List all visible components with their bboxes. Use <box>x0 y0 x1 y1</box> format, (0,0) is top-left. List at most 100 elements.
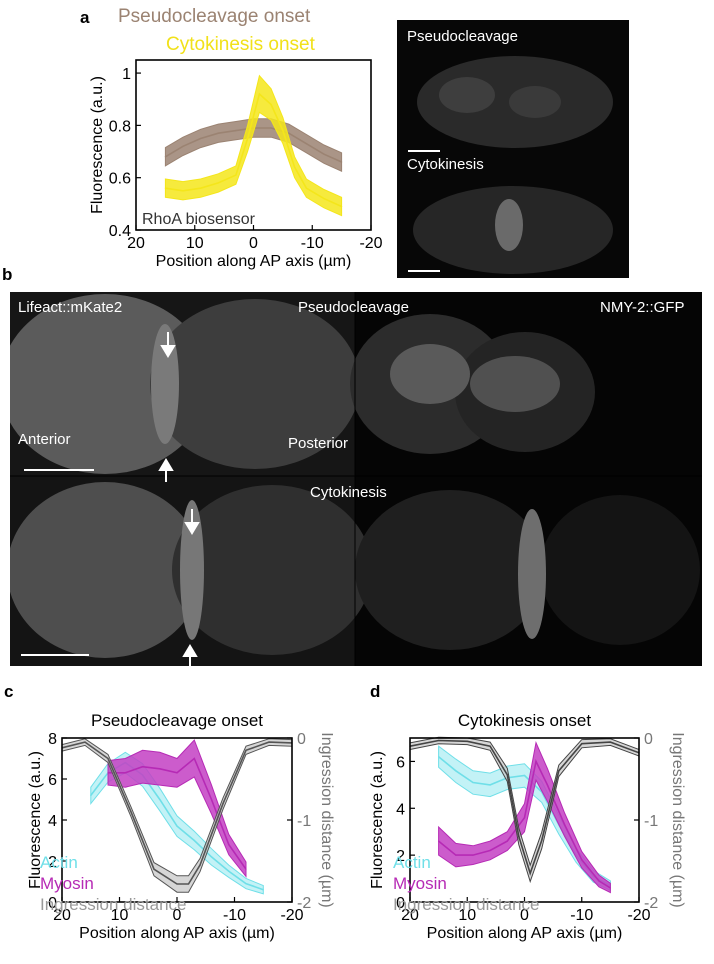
data-point <box>472 854 474 856</box>
data-point <box>305 143 307 145</box>
data-point <box>228 870 230 872</box>
data-point <box>217 132 219 134</box>
x-tick-label: 20 <box>127 235 145 252</box>
y-axis-label: Fluorescence (a.u.) <box>89 76 106 214</box>
anterior-label: Anterior <box>18 431 71 448</box>
x-tick-label: 20 <box>401 907 419 924</box>
series-band-pseudocleavage-onset <box>164 118 343 172</box>
data-point <box>124 772 126 774</box>
data-point <box>598 880 600 882</box>
data-point <box>210 856 213 858</box>
data-point <box>563 824 566 826</box>
lifeact-label: Lifeact::mKate2 <box>18 299 123 316</box>
data-point <box>581 859 583 861</box>
data-point <box>341 161 343 163</box>
data-point <box>187 883 190 885</box>
data-point <box>235 174 237 176</box>
micrograph-b-image <box>10 292 702 666</box>
y-axis-label: Fluorescence (a.u.) <box>27 751 44 889</box>
chart-c: 20 10 0 -10 -20 0 2 4 6 8 0 -1 -2 Position along AP a… <box>27 711 335 942</box>
data-point <box>176 825 178 827</box>
y-tick-label: 6 <box>48 772 57 789</box>
arrow-up-icon <box>182 644 198 666</box>
micrograph-a: Pseudocleavage Cytokinesis <box>397 20 629 278</box>
data-point <box>541 839 543 842</box>
data-point <box>200 137 202 140</box>
data-point <box>546 784 548 786</box>
chart-title: Cytokinesis onset <box>458 711 592 730</box>
chart-a: 20 10 0 -10 -20 0.4 0.6 0.8 1 Position along AP a… <box>89 59 383 270</box>
x-tick-label: -20 <box>627 907 650 924</box>
scale-bar <box>21 654 89 656</box>
data-point <box>523 774 526 777</box>
x-tick-label: -20 <box>280 907 303 924</box>
x-tick-label: -10 <box>570 907 593 924</box>
legend-actin: Actin <box>40 853 78 872</box>
series-band-myosin <box>107 739 247 878</box>
x-tick-label: 10 <box>111 907 129 924</box>
legend-pseudocleavage-onset: Pseudocleavage onset <box>118 6 311 27</box>
data-point <box>182 190 184 192</box>
arrow-up-icon <box>158 458 174 482</box>
y2-tick-label: -2 <box>644 895 658 912</box>
y-axis-label: Fluorescence (a.u.) <box>369 751 386 889</box>
y-tick-label: 2 <box>396 848 405 865</box>
x-tick-label: 20 <box>53 907 71 924</box>
data-point <box>262 889 264 891</box>
data-point <box>141 766 144 768</box>
series-band-cytokinesis-onset <box>164 74 343 217</box>
y-tick-label: 0 <box>48 895 57 912</box>
panel-d-label: d <box>370 682 381 701</box>
scale-bar <box>408 270 440 272</box>
y-tick-label: 0 <box>396 895 405 912</box>
chart-title: Pseudocleavage onset <box>91 711 263 730</box>
data-point <box>84 741 86 743</box>
data-point <box>245 868 247 870</box>
data-point <box>506 774 508 776</box>
data-point <box>235 130 237 132</box>
x-tick-label: 0 <box>173 907 182 924</box>
data-point <box>438 739 440 742</box>
data-point <box>159 768 161 770</box>
data-point <box>305 187 307 189</box>
data-point <box>193 839 195 842</box>
y-tick-label: 0.8 <box>109 118 131 135</box>
data-point <box>609 741 611 743</box>
data-point <box>176 772 178 774</box>
data-point <box>200 187 202 189</box>
data-point <box>506 840 508 842</box>
data-point <box>581 743 583 745</box>
data-point <box>193 757 195 760</box>
data-point <box>341 205 343 208</box>
micrograph-a-cytokinesis-label: Cytokinesis <box>407 156 484 173</box>
x-tick-label: 0 <box>249 235 258 252</box>
data-point <box>164 156 166 158</box>
data-point <box>323 198 325 200</box>
micrograph-b: Lifeact::mKate2 Pseudocleavage NMY-2::GF… <box>10 292 702 666</box>
y-tick-label: 8 <box>48 731 57 748</box>
data-point <box>294 166 296 168</box>
x-axis-label: Position along AP axis (µm) <box>427 925 623 942</box>
data-point <box>130 811 132 813</box>
data-point <box>245 882 247 885</box>
data-point <box>323 153 325 155</box>
y2-axis-label: Ingression distance (µm) <box>318 732 335 908</box>
data-point <box>466 740 468 742</box>
data-point <box>176 883 178 885</box>
y2-tick-label: -1 <box>297 813 311 830</box>
legend-ingression-distance: Ingression distance <box>393 895 539 914</box>
data-point <box>489 745 491 747</box>
nmy2-label: NMY-2::GFP <box>600 299 685 316</box>
series-line-myosin <box>438 758 611 889</box>
x-tick-label: 10 <box>186 235 204 252</box>
series-line-ingression-distance <box>409 739 640 876</box>
y2-tick-label: 0 <box>644 731 653 748</box>
y-tick-label: 1 <box>122 66 131 83</box>
data-point <box>210 798 213 801</box>
series-line-ingression-distance <box>61 741 293 885</box>
data-point <box>489 849 491 852</box>
data-point <box>228 844 230 846</box>
data-point <box>199 864 201 866</box>
data-point <box>247 137 249 140</box>
y2-tick-label: 0 <box>297 731 306 748</box>
